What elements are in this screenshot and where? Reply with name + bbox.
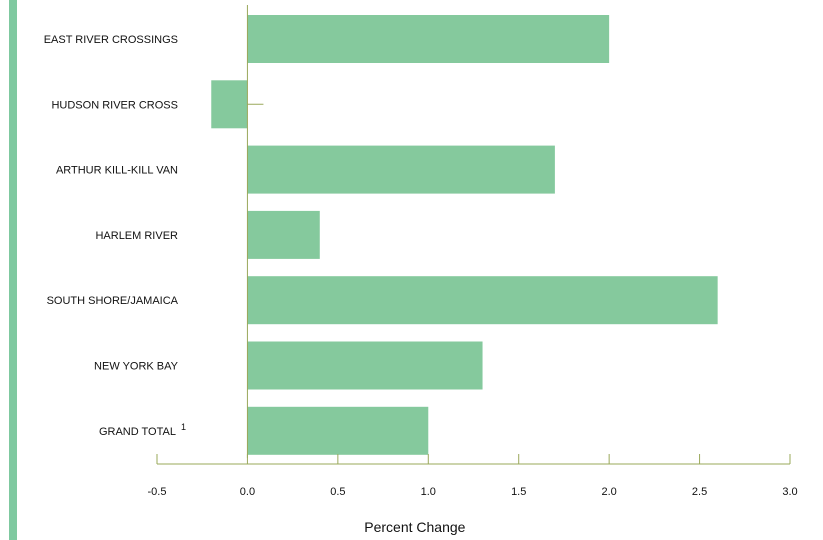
category-label: SOUTH SHORE/JAMAICA xyxy=(47,295,179,307)
category-label: NEW YORK BAY xyxy=(94,361,179,373)
category-footnote-marker: 1 xyxy=(181,422,186,432)
category-label: ARTHUR KILL-KILL VAN xyxy=(56,165,178,177)
bars-group xyxy=(211,15,718,455)
x-tick-label: 3.0 xyxy=(782,486,797,498)
bar-0 xyxy=(247,15,610,63)
category-labels: EAST RIVER CROSSINGS HUDSON RIVER CROSS AR… xyxy=(44,34,186,438)
x-tick-label: 0.0 xyxy=(240,486,255,498)
category-label: EAST RIVER CROSSINGS xyxy=(44,34,178,46)
bar-1 xyxy=(211,80,248,129)
bar-2 xyxy=(247,145,555,194)
x-axis-title: Percent Change xyxy=(364,519,465,535)
category-label: GRAND TOTAL 1 xyxy=(99,422,186,438)
x-tick-label: 1.5 xyxy=(511,486,526,498)
bar-4 xyxy=(247,276,718,325)
bar-6 xyxy=(247,406,429,455)
left-accent-bar xyxy=(9,0,17,540)
category-label: HARLEM RIVER xyxy=(95,230,178,242)
x-axis: -0.5 0.0 0.5 1.0 1.5 2.0 2.5 3.0 xyxy=(148,5,798,498)
x-tick-label: 2.5 xyxy=(692,486,707,498)
x-tick-label: 0.5 xyxy=(330,486,345,498)
bar-5 xyxy=(247,341,483,390)
x-tick-label: -0.5 xyxy=(148,486,167,498)
x-tick-label: 1.0 xyxy=(421,486,436,498)
bar-3 xyxy=(247,210,320,259)
category-label: HUDSON RIVER CROSS xyxy=(51,99,178,111)
x-tick-label: 2.0 xyxy=(601,486,616,498)
